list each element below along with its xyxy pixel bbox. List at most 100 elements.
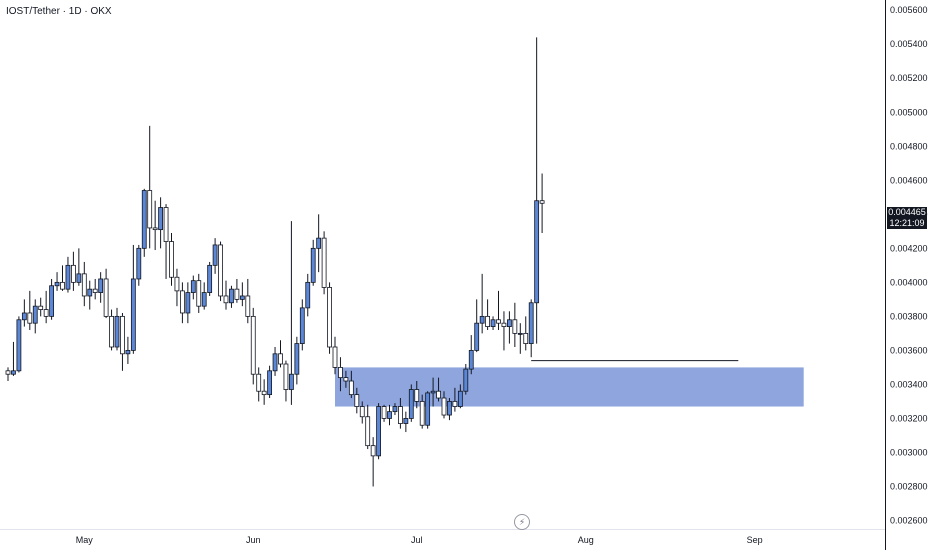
candle: [109, 309, 114, 351]
candle: [463, 364, 469, 395]
candle: [468, 335, 474, 375]
candle-body: [365, 416, 371, 447]
candle-body: [11, 370, 16, 375]
candle: [201, 282, 207, 310]
candle: [92, 278, 98, 300]
candle: [27, 290, 33, 330]
candle: [136, 244, 142, 286]
y-tick-label: 0.004800: [890, 141, 928, 151]
candle: [196, 273, 202, 313]
lightning-icon[interactable]: ⚡: [514, 514, 530, 530]
y-tick-label: 0.004000: [890, 277, 928, 287]
x-tick-label: Aug: [578, 535, 594, 545]
candle-body: [267, 370, 273, 396]
candle-body: [506, 319, 512, 327]
candle-body: [190, 280, 196, 293]
candle: [71, 251, 76, 291]
candle: [130, 244, 136, 354]
candle-body: [485, 315, 491, 327]
candle: [316, 214, 322, 273]
candle: [310, 239, 316, 286]
candle-body: [278, 353, 283, 365]
candle: [447, 398, 452, 421]
candle: [98, 272, 104, 303]
candle: [343, 370, 349, 388]
candle: [288, 221, 294, 405]
candle: [294, 336, 300, 385]
candle-body: [528, 302, 534, 344]
candle-body: [158, 207, 164, 231]
candle-body: [92, 288, 98, 293]
candle: [392, 403, 398, 416]
candle: [452, 387, 458, 412]
candle-body: [136, 247, 142, 280]
candle: [207, 261, 213, 296]
candle-body: [430, 390, 436, 394]
candle: [245, 278, 251, 324]
candle-body: [169, 241, 174, 278]
candle-body: [16, 319, 22, 372]
y-tick-label: 0.003000: [890, 447, 928, 457]
candle: [376, 403, 382, 460]
candle: [348, 370, 354, 399]
candle-body: [441, 397, 447, 416]
candle-body: [49, 285, 54, 317]
candle-body: [452, 401, 458, 407]
y-tick-label: 0.002800: [890, 481, 928, 491]
candle: [381, 404, 387, 422]
candle-body: [81, 273, 87, 297]
candle-body: [218, 244, 223, 297]
candle-body: [327, 287, 332, 348]
candle: [430, 377, 436, 407]
candle: [506, 311, 512, 344]
candle: [43, 290, 49, 324]
candle: [114, 307, 120, 351]
candle: [32, 299, 38, 334]
candle-body: [354, 394, 360, 407]
candle: [261, 379, 267, 405]
candle: [185, 282, 191, 324]
candle-body: [65, 264, 71, 290]
candle: [539, 173, 545, 234]
candle-body: [539, 200, 545, 204]
candle-body: [496, 319, 501, 324]
x-tick-label: Jun: [246, 535, 261, 545]
candle: [397, 398, 403, 429]
candle: [239, 282, 245, 307]
candle: [87, 280, 93, 310]
candle: [103, 268, 109, 319]
candle: [21, 299, 27, 327]
candle: [359, 401, 365, 424]
candle-body: [120, 315, 125, 355]
candle-body: [87, 288, 93, 297]
candle-body: [534, 200, 540, 304]
candle: [474, 299, 480, 353]
candle-body: [403, 418, 409, 424]
candle-body: [316, 237, 322, 249]
candle: [479, 273, 485, 334]
x-tick-label: Jul: [411, 535, 423, 545]
candle-body: [321, 237, 327, 288]
candle: [299, 299, 305, 351]
candle-body: [272, 353, 278, 372]
candle: [283, 360, 289, 402]
y-tick-label: 0.002600: [890, 515, 928, 525]
candle-body: [152, 227, 158, 231]
candle: [120, 312, 125, 371]
candle: [16, 316, 22, 373]
candle: [403, 411, 409, 433]
candle-body: [109, 315, 114, 348]
candle: [212, 238, 218, 274]
candle-body: [468, 349, 474, 370]
candle-body: [288, 373, 294, 390]
candle-body: [283, 363, 289, 390]
candle: [490, 316, 496, 330]
demand-zone[interactable]: [335, 367, 804, 407]
candle-body: [338, 367, 343, 379]
candle-body: [196, 280, 202, 307]
candle: [457, 384, 463, 409]
candle: [305, 273, 311, 317]
candle: [152, 200, 158, 251]
candle-body: [212, 244, 218, 266]
